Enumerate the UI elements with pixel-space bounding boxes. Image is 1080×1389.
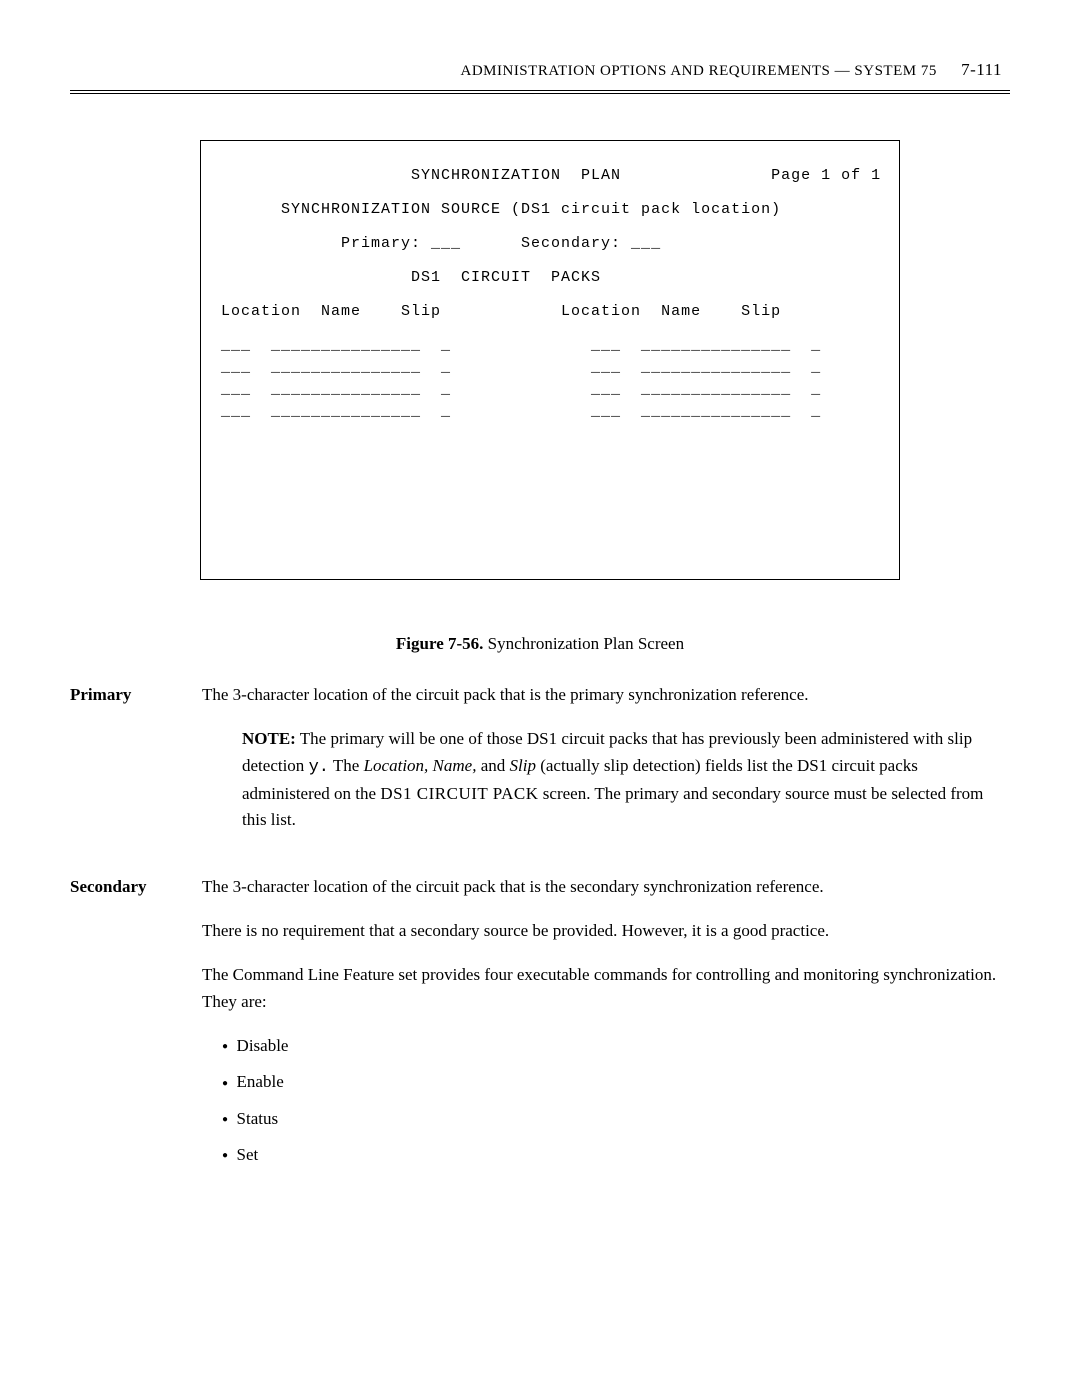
terminal-primary-secondary: Primary: ___ Secondary: ___ <box>221 235 879 253</box>
figure-caption: Figure 7-56. Synchronization Plan Screen <box>70 634 1010 654</box>
page-header: ADMINISTRATION OPTIONS AND REQUIREMENTS … <box>70 60 1010 80</box>
terminal-source: SYNCHRONIZATION SOURCE (DS1 circuit pack… <box>221 201 879 219</box>
secondary-para1: The 3-character location of the circuit … <box>202 874 1010 900</box>
list-item: Set <box>222 1142 1010 1168</box>
header-pagenum: 7-111 <box>961 60 1002 79</box>
terminal-row: ___ _______________ _ ___ ______________… <box>221 359 879 377</box>
secondary-entry: Secondary The 3-character location of th… <box>70 874 1010 1179</box>
note-part3: and <box>476 756 509 775</box>
primary-note: NOTE: The primary will be one of those D… <box>202 726 1010 833</box>
list-item: Status <box>222 1106 1010 1132</box>
terminal-colheaders: Location Name Slip Location Name Slip <box>221 303 879 321</box>
figure-text: Synchronization Plan Screen <box>483 634 684 653</box>
list-item: Disable <box>222 1033 1010 1059</box>
secondary-para2: There is no requirement that a secondary… <box>202 918 1010 944</box>
terminal-screen: SYNCHRONIZATION PLAN Page 1 of 1 SYNCHRO… <box>200 140 900 580</box>
primary-term: Primary <box>70 682 202 852</box>
terminal-row: ___ _______________ _ ___ ______________… <box>221 337 879 355</box>
primary-para1: The 3-character location of the circuit … <box>202 682 1010 708</box>
note-slip: Slip <box>510 756 536 775</box>
note-label: NOTE: <box>242 729 296 748</box>
note-loc: Location, Name, <box>364 756 477 775</box>
terminal-row: ___ _______________ _ ___ ______________… <box>221 381 879 399</box>
note-part2: The <box>329 756 364 775</box>
secondary-defs: The 3-character location of the circuit … <box>202 874 1010 1179</box>
terminal-row: ___ _______________ _ ___ ______________… <box>221 403 879 421</box>
header-rule <box>70 90 1010 94</box>
note-ds1: DS1 CIRCUIT PACK <box>380 784 538 803</box>
secondary-para3: The Command Line Feature set provides fo… <box>202 962 1010 1015</box>
terminal-title: SYNCHRONIZATION PLAN Page 1 of 1 <box>221 167 879 185</box>
primary-entry: Primary The 3-character location of the … <box>70 682 1010 852</box>
note-y: y. <box>309 758 329 777</box>
primary-defs: The 3-character location of the circuit … <box>202 682 1010 852</box>
command-list: Disable Enable Status Set <box>202 1033 1010 1168</box>
terminal-ds1: DS1 CIRCUIT PACKS <box>221 269 879 287</box>
list-item: Enable <box>222 1069 1010 1095</box>
header-title: ADMINISTRATION OPTIONS AND REQUIREMENTS … <box>460 63 936 79</box>
secondary-term: Secondary <box>70 874 202 1179</box>
figure-label: Figure 7-56. <box>396 634 484 653</box>
